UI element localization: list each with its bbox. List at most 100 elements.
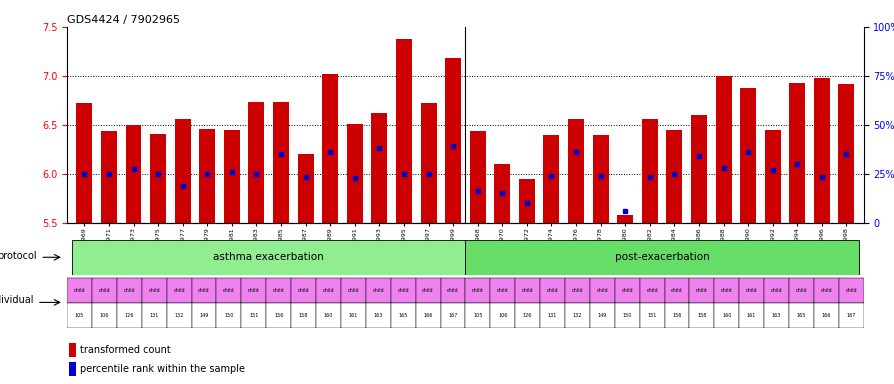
Bar [199, 129, 215, 223]
Text: child: child [447, 288, 459, 293]
Text: 149: 149 [199, 313, 208, 318]
Bar [366, 303, 391, 328]
Text: 156: 156 [274, 313, 283, 318]
Text: child: child [273, 288, 284, 293]
Bar [738, 303, 763, 328]
Bar [564, 278, 589, 303]
Bar [266, 278, 291, 303]
Bar [639, 303, 663, 328]
Bar [273, 102, 289, 223]
Text: child: child [595, 288, 607, 293]
Bar [568, 119, 584, 223]
Bar [713, 303, 738, 328]
Text: 161: 161 [746, 313, 755, 318]
Bar [515, 303, 539, 328]
Bar [69, 362, 76, 376]
Bar [371, 113, 387, 223]
Text: child: child [298, 288, 309, 293]
Bar [465, 240, 858, 275]
Bar [241, 278, 266, 303]
Bar [241, 303, 266, 328]
Bar [72, 240, 465, 275]
Text: child: child [98, 288, 110, 293]
Bar [589, 278, 614, 303]
Bar [125, 125, 141, 223]
Bar [341, 303, 366, 328]
Bar [266, 303, 291, 328]
Bar [519, 179, 535, 223]
Bar [395, 39, 411, 223]
Bar [813, 278, 838, 303]
Bar [216, 303, 241, 328]
Text: percentile rank within the sample: percentile rank within the sample [80, 364, 245, 374]
Text: 161: 161 [349, 313, 358, 318]
Bar [592, 135, 608, 223]
Bar [666, 130, 681, 223]
Text: 106: 106 [99, 313, 109, 318]
Bar [415, 278, 440, 303]
Bar [191, 278, 216, 303]
Bar [117, 303, 141, 328]
Bar [67, 303, 92, 328]
Bar [224, 130, 240, 223]
Text: child: child [696, 288, 707, 293]
Text: 163: 163 [771, 313, 780, 318]
Bar [92, 303, 117, 328]
Bar [714, 76, 730, 223]
Bar [789, 303, 813, 328]
Text: 150: 150 [622, 313, 631, 318]
Bar [101, 131, 117, 223]
Bar [739, 88, 755, 223]
Text: child: child [248, 288, 259, 293]
Bar [444, 58, 460, 223]
Text: individual: individual [0, 295, 34, 305]
Bar [291, 303, 316, 328]
Text: 160: 160 [324, 313, 333, 318]
Bar [663, 278, 688, 303]
Text: transformed count: transformed count [80, 345, 171, 355]
Bar [614, 303, 639, 328]
Bar [763, 303, 789, 328]
Bar [346, 124, 362, 223]
Text: child: child [422, 288, 434, 293]
Text: child: child [770, 288, 781, 293]
Text: GDS4424 / 7902965: GDS4424 / 7902965 [67, 15, 180, 25]
Text: child: child [645, 288, 657, 293]
Text: 131: 131 [149, 313, 159, 318]
Bar [67, 278, 92, 303]
Text: 149: 149 [597, 313, 606, 318]
Bar [639, 278, 663, 303]
Bar [515, 278, 539, 303]
Text: child: child [546, 288, 558, 293]
Text: protocol: protocol [0, 250, 37, 261]
Bar [641, 119, 657, 223]
Text: 163: 163 [373, 313, 383, 318]
Text: asthma exacerbation: asthma exacerbation [213, 252, 324, 262]
Bar [539, 278, 564, 303]
Text: 167: 167 [448, 313, 457, 318]
Text: child: child [372, 288, 384, 293]
Text: 131: 131 [547, 313, 557, 318]
Bar [543, 135, 559, 223]
Bar [813, 78, 829, 223]
Bar [166, 303, 191, 328]
Bar [391, 303, 415, 328]
Text: child: child [123, 288, 135, 293]
Bar [838, 84, 854, 223]
Text: child: child [845, 288, 856, 293]
Text: child: child [223, 288, 234, 293]
Text: child: child [820, 288, 831, 293]
Bar [763, 278, 789, 303]
Text: child: child [148, 288, 160, 293]
Bar [490, 278, 515, 303]
Bar [763, 130, 780, 223]
Text: child: child [571, 288, 583, 293]
Bar [838, 278, 863, 303]
Text: 160: 160 [721, 313, 730, 318]
Bar [465, 278, 490, 303]
Bar [76, 103, 92, 223]
Text: child: child [471, 288, 483, 293]
Text: 156: 156 [671, 313, 681, 318]
Text: 151: 151 [646, 313, 656, 318]
Bar [813, 303, 838, 328]
